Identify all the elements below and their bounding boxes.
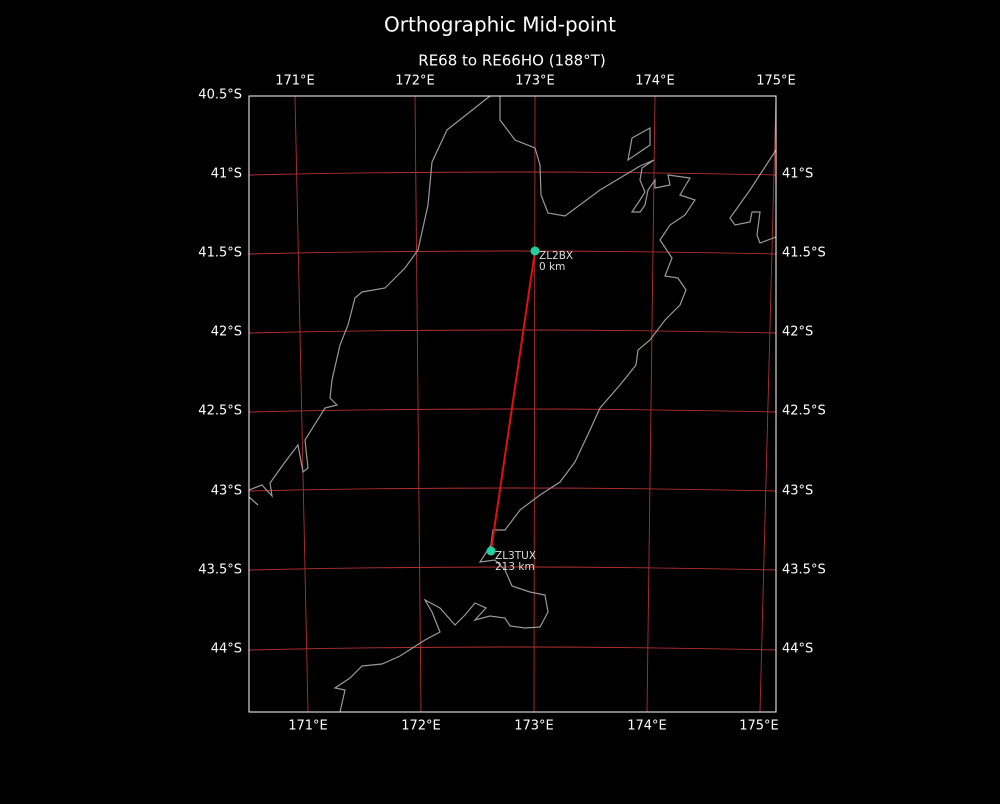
lat-label: 43.5°S [198,563,242,578]
lat-label: 41.5°S [198,246,242,261]
lon-label: 171°E [288,719,328,734]
title: Orthographic Mid-point [384,13,616,37]
graticule [248,95,777,713]
lon-label: 171°E [275,74,315,89]
lat-label: 42°S [782,325,813,340]
lat-label: 43°S [211,484,242,499]
lon-label: 175°E [739,719,779,734]
station-distance: 0 km [539,261,565,273]
lat-label: 41.5°S [782,246,826,261]
lat-label: 44°S [211,642,242,657]
station-marker [486,546,496,556]
map-frame [248,95,777,713]
station-name: ZL2BX [539,250,573,262]
lat-label: 42.5°S [782,404,826,419]
path-line [490,250,536,552]
lat-label: 44°S [782,642,813,657]
lat-label: 40.5°S [198,88,242,103]
lon-label: 173°E [514,719,554,734]
station-distance: 213 km [495,561,535,573]
lat-label: 41°S [782,167,813,182]
lon-label: 175°E [756,74,796,89]
lat-label: 43°S [782,484,813,499]
lon-label: 174°E [635,74,675,89]
station-marker [530,246,540,256]
lon-label: 174°E [627,719,667,734]
lat-label: 41°S [211,167,242,182]
coastline [248,95,777,713]
lon-label: 172°E [395,74,435,89]
lat-label: 42.5°S [198,404,242,419]
lat-label: 42°S [211,325,242,340]
lon-label: 172°E [401,719,441,734]
lon-label: 173°E [515,74,555,89]
subtitle: RE68 to RE66HO (188°T) [418,52,605,70]
lat-label: 43.5°S [782,563,826,578]
station-name: ZL3TUX [495,550,536,562]
